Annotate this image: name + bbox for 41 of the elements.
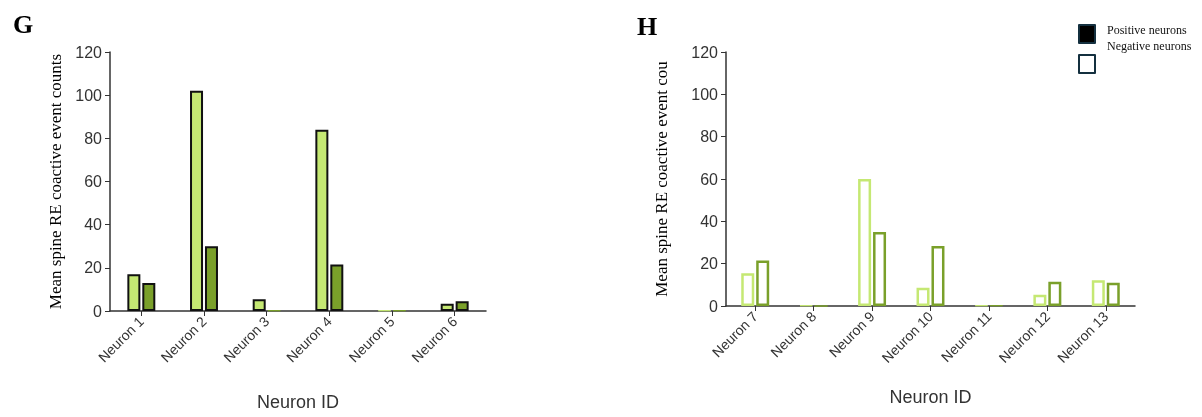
bar xyxy=(204,246,218,311)
bar xyxy=(142,282,156,311)
y-tick-label: 100 xyxy=(75,86,103,104)
y-tick-label: 60 xyxy=(84,173,103,190)
y-axis-title: Mean spine RE coactive event counts xyxy=(46,53,66,310)
bar xyxy=(1033,294,1047,306)
y-tick-label: 40 xyxy=(84,216,103,234)
bar xyxy=(330,264,344,311)
bar xyxy=(1091,280,1105,306)
bar xyxy=(741,273,755,306)
y-tick-label: 80 xyxy=(84,129,103,147)
y-tick-label: 120 xyxy=(691,43,719,61)
y-tick-label: 0 xyxy=(709,297,719,315)
bar xyxy=(190,90,204,311)
y-tick-label: 60 xyxy=(700,170,719,188)
bar xyxy=(931,246,945,306)
y-tick-label: 0 xyxy=(93,302,103,320)
chart-title: G xyxy=(13,9,34,39)
y-tick-label: 80 xyxy=(700,128,719,146)
y-tick-label: 20 xyxy=(700,255,719,273)
bar xyxy=(315,129,329,311)
bar xyxy=(440,303,454,311)
y-tick-label: 120 xyxy=(75,43,103,61)
y-axis-title: Mean spine RE coactive event cou xyxy=(652,60,671,297)
y-tick-label: 40 xyxy=(700,212,719,230)
y-tick-label: 20 xyxy=(84,259,103,277)
bar xyxy=(252,299,266,311)
bar xyxy=(127,274,141,311)
bar xyxy=(455,301,469,311)
bar xyxy=(1048,281,1062,306)
x-axis-title: Neuron ID xyxy=(256,392,340,412)
bar xyxy=(873,231,887,306)
bar xyxy=(756,260,770,306)
bar xyxy=(1106,282,1120,306)
text: Positive neurons xyxy=(1107,23,1187,38)
annotation: Negative neurons xyxy=(1107,39,1192,54)
chart-title: H xyxy=(637,11,658,41)
x-axis-title: Neuron ID xyxy=(889,387,972,407)
bar xyxy=(858,179,872,306)
y-tick-label: 100 xyxy=(691,85,719,103)
bar xyxy=(916,287,930,306)
